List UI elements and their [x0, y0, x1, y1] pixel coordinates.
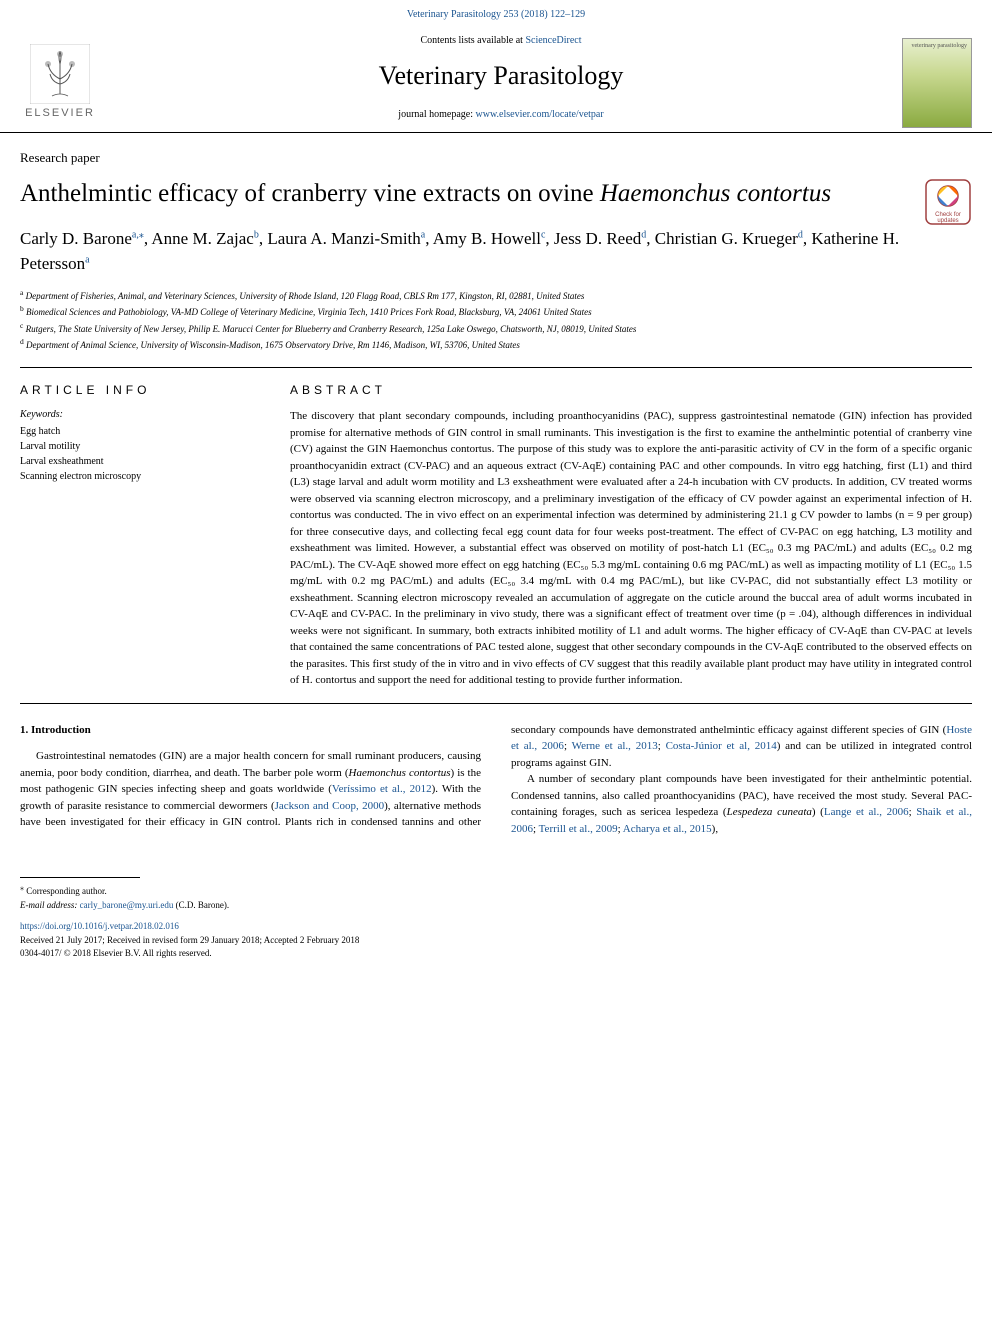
affiliations: a Department of Fisheries, Animal, and V… — [20, 287, 972, 353]
contents-prefix: Contents lists available at — [420, 35, 525, 46]
cite-jackson[interactable]: Jackson and Coop, 2000 — [275, 800, 384, 812]
received-line: Received 21 July 2017; Received in revis… — [20, 934, 972, 948]
footer-divider — [20, 877, 140, 878]
keyword-2: Larval exsheathment — [20, 454, 260, 469]
keyword-0: Egg hatch — [20, 424, 260, 439]
masthead: ELSEVIER Contents lists available at Sci… — [0, 26, 992, 133]
homepage-line: journal homepage: www.elsevier.com/locat… — [100, 108, 902, 122]
keyword-1: Larval motility — [20, 439, 260, 454]
paper-title: Anthelmintic efficacy of cranberry vine … — [20, 178, 924, 211]
abstract-text: The discovery that plant secondary compo… — [290, 408, 972, 689]
elsevier-tree-icon — [30, 44, 90, 104]
author-1-aff[interactable]: a, — [132, 229, 139, 240]
email-link[interactable]: carly_barone@my.uri.edu — [80, 900, 174, 910]
author-5: , Jess D. Reed — [545, 229, 641, 248]
authors: Carly D. Baronea,⁎, Anne M. Zajacb, Laur… — [20, 226, 972, 277]
elsevier-name: ELSEVIER — [25, 106, 95, 121]
homepage-prefix: journal homepage: — [398, 109, 475, 120]
affiliation-c: Rutgers, The State University of New Jer… — [26, 324, 637, 334]
check-updates-icon[interactable]: Check for updates — [924, 178, 972, 226]
affiliation-d: Department of Animal Science, University… — [26, 340, 520, 350]
title-text: Anthelmintic efficacy of cranberry vine … — [20, 180, 600, 207]
doi-link[interactable]: https://doi.org/10.1016/j.vetpar.2018.02… — [20, 921, 179, 931]
intro-p2: A number of secondary plant compounds ha… — [511, 771, 972, 837]
cite-werne[interactable]: Werne et al., 2013 — [572, 740, 658, 752]
journal-cover-thumbnail: veterinary parasitology — [902, 38, 972, 128]
author-7-aff[interactable]: a — [85, 254, 89, 265]
masthead-center: Contents lists available at ScienceDirec… — [100, 34, 902, 132]
svg-text:updates: updates — [937, 218, 958, 224]
sciencedirect-link[interactable]: ScienceDirect — [525, 35, 581, 46]
author-1: Carly D. Barone — [20, 229, 132, 248]
title-species: Haemonchus contortus — [600, 180, 831, 207]
cover-label: veterinary parasitology — [912, 43, 967, 49]
intro-heading: 1. Introduction — [20, 722, 481, 739]
author-2: , Anne M. Zajac — [144, 229, 254, 248]
paper-type: Research paper — [20, 149, 972, 167]
cite-terrill[interactable]: Terrill et al., 2009 — [539, 823, 618, 835]
article-info-heading: ARTICLE INFO — [20, 382, 260, 399]
journal-title: Veterinary Parasitology — [100, 58, 902, 94]
corresponding-author: ⁎ Corresponding author. — [20, 882, 972, 899]
cite-verissimo[interactable]: Veríssimo et al., 2012 — [332, 783, 432, 795]
author-6: , Christian G. Krueger — [646, 229, 798, 248]
elsevier-logo: ELSEVIER — [20, 38, 100, 128]
introduction-section: 1. Introduction Gastrointestinal nematod… — [0, 704, 992, 838]
doi-line: https://doi.org/10.1016/j.vetpar.2018.02… — [20, 920, 972, 934]
homepage-link[interactable]: www.elsevier.com/locate/vetpar — [476, 109, 604, 120]
cite-costa[interactable]: Costa-Júnior et al, 2014 — [666, 740, 777, 752]
abstract-column: ABSTRACT The discovery that plant second… — [290, 382, 972, 689]
cite-lange[interactable]: Lange et al., 2006 — [824, 806, 909, 818]
copyright-line: 0304-4017/ © 2018 Elsevier B.V. All righ… — [20, 947, 972, 961]
email-line: E-mail address: carly_barone@my.uri.edu … — [20, 899, 972, 913]
keywords-label: Keywords: — [20, 408, 260, 422]
keyword-3: Scanning electron microscopy — [20, 469, 260, 484]
contents-line: Contents lists available at ScienceDirec… — [100, 34, 902, 48]
affiliation-b: Biomedical Sciences and Pathobiology, VA… — [26, 307, 592, 317]
article-info-column: ARTICLE INFO Keywords: Egg hatch Larval … — [20, 382, 260, 689]
affiliation-a: Department of Fisheries, Animal, and Vet… — [26, 291, 585, 301]
author-3: , Laura A. Manzi-Smith — [259, 229, 421, 248]
author-4: , Amy B. Howell — [425, 229, 541, 248]
footer: ⁎ Corresponding author. E-mail address: … — [0, 837, 992, 971]
cite-acharya[interactable]: Acharya et al., 2015 — [623, 823, 712, 835]
citation-link[interactable]: Veterinary Parasitology 253 (2018) 122–1… — [407, 9, 585, 20]
keywords-list: Egg hatch Larval motility Larval exsheat… — [20, 424, 260, 484]
abstract-heading: ABSTRACT — [290, 382, 972, 399]
citation-line: Veterinary Parasitology 253 (2018) 122–1… — [0, 0, 992, 26]
